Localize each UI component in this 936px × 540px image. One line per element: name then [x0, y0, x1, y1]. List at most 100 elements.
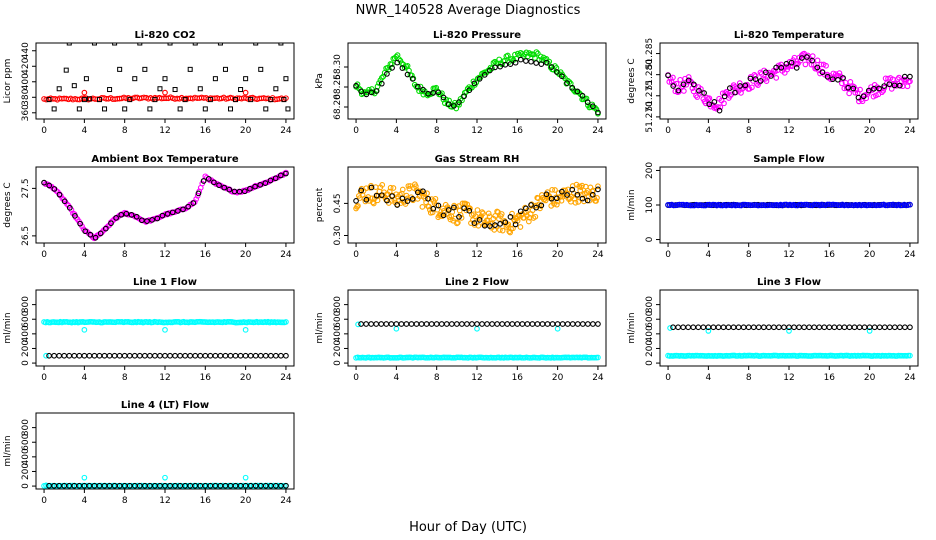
data-point [390, 185, 397, 191]
data-point [811, 324, 818, 331]
data-point [353, 82, 359, 89]
plot-area [41, 169, 289, 242]
data-point [814, 57, 821, 64]
data-point [440, 212, 447, 219]
data-point [162, 76, 168, 82]
data-point [680, 81, 687, 88]
data-point [212, 76, 218, 82]
data-point [510, 225, 516, 232]
data-point [83, 76, 89, 82]
x-axis-label: Hour of Day (UTC) [409, 520, 527, 535]
data-point [553, 69, 560, 75]
data-point [804, 54, 810, 60]
data-point [242, 326, 249, 333]
data-point [102, 225, 109, 232]
y-axis-label: ml/min [3, 435, 13, 466]
data-point [504, 321, 511, 327]
x-tick-label: 8 [122, 373, 128, 383]
data-point [589, 188, 596, 195]
data-point [177, 352, 183, 359]
x-tick-label: 20 [864, 250, 876, 260]
data-point [907, 324, 913, 331]
data-point [824, 73, 831, 80]
data-point [499, 227, 506, 234]
y-tick-label: 400 [645, 325, 655, 342]
data-point [112, 43, 118, 46]
data-point [792, 202, 799, 209]
data-point [455, 219, 461, 226]
y-tick-label: 400 [21, 73, 31, 90]
data-point [141, 352, 148, 359]
data-point [43, 482, 49, 489]
data-point [749, 84, 755, 91]
data-point [487, 67, 493, 74]
data-point [826, 324, 833, 331]
x-tick-label: 4 [394, 373, 400, 383]
data-point [575, 199, 582, 205]
chart-title: Line 1 Flow [133, 277, 197, 288]
x-tick-label: 20 [240, 373, 252, 383]
data-point [262, 180, 269, 186]
data-point [536, 56, 543, 63]
data-point [237, 352, 244, 359]
data-point [281, 97, 287, 103]
data-point [802, 201, 808, 208]
data-point [432, 195, 439, 202]
data-point [388, 321, 395, 327]
plot-area [665, 201, 913, 209]
x-tick-label: 0 [353, 250, 359, 260]
data-point [281, 482, 287, 489]
data-point [758, 202, 765, 208]
data-point [725, 324, 732, 331]
data-point [157, 352, 163, 359]
data-point [136, 352, 143, 359]
y-tick-label: 200 [21, 463, 31, 480]
x-tick-label: 0 [41, 126, 47, 136]
data-point [56, 86, 62, 92]
data-point [211, 179, 217, 186]
data-point [471, 220, 478, 226]
data-point [63, 67, 69, 73]
data-point [701, 90, 707, 96]
data-point [747, 202, 754, 208]
data-point [579, 182, 585, 189]
data-point [559, 321, 566, 327]
data-point [534, 50, 541, 57]
data-point [277, 172, 284, 179]
y-tick-label: 600 [333, 310, 343, 327]
x-tick-label: 20 [552, 373, 564, 383]
data-point [538, 61, 545, 67]
data-point [51, 186, 58, 192]
data-point [504, 52, 511, 59]
chart-panel-6: Sample Flow ml/min 0 4 8 12 16 20 24 0 100 200 [627, 154, 919, 260]
data-point [676, 201, 683, 208]
data-point [512, 221, 519, 228]
x-tick-label: 0 [41, 373, 47, 383]
data-point [554, 325, 561, 332]
data-point [383, 321, 390, 327]
chart-panel-2: Li-820 Pressure kPa 0 4 8 12 16 20 24 68.2068.256… [315, 30, 607, 136]
data-point [61, 198, 68, 205]
data-point [169, 209, 176, 216]
data-point [532, 213, 539, 220]
data-point [507, 61, 514, 68]
data-point [43, 352, 49, 359]
chart-panel-10: Line 4 (LT) Flow ml/min 0 4 8 12 16 20 24 0 200400… [3, 400, 295, 506]
chart-title: Gas Stream RH [435, 154, 520, 165]
data-point [685, 202, 692, 209]
data-point [46, 352, 52, 359]
data-point [46, 97, 52, 103]
data-point [559, 188, 565, 195]
data-point [354, 204, 360, 210]
y-tick-label: 200 [645, 340, 655, 357]
chart-title: Line 4 (LT) Flow [121, 400, 209, 411]
data-point [389, 65, 395, 71]
data-point [187, 66, 193, 72]
x-tick-label: 24 [904, 126, 916, 136]
data-point [494, 321, 501, 327]
data-point [481, 222, 488, 229]
data-point [96, 97, 102, 103]
data-point [414, 189, 421, 196]
x-tick-label: 12 [159, 496, 170, 506]
